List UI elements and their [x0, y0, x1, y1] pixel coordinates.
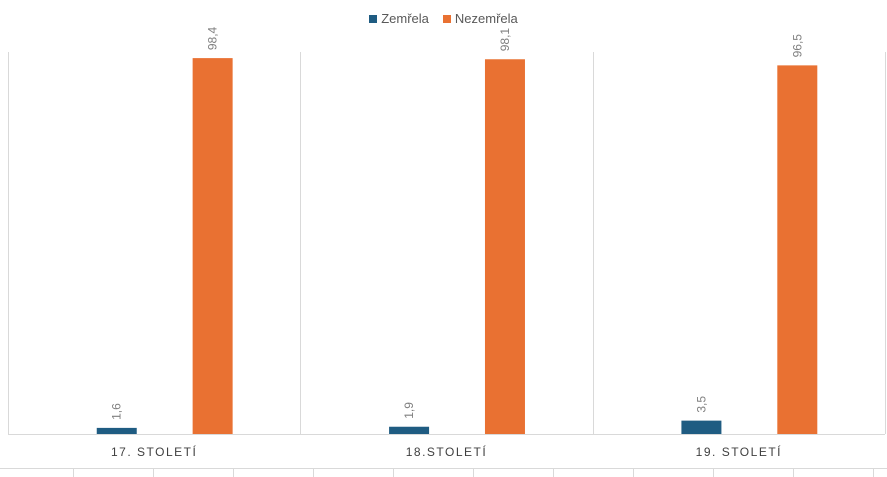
- data-label: 98,4: [206, 26, 220, 50]
- bar-zemřela-2: [681, 420, 722, 434]
- bar-zemřela-0: [96, 427, 137, 434]
- legend: Zemřela Nezemřela: [0, 11, 887, 26]
- data-label: 96,5: [790, 34, 804, 58]
- legend-label-zemrela: Zemřela: [381, 11, 429, 26]
- category-label: 19. STOLETÍ: [696, 444, 782, 459]
- data-label: 98,1: [498, 28, 512, 52]
- bar-nezemřela-0: [192, 58, 233, 434]
- data-label: 3,5: [694, 396, 708, 413]
- legend-swatch-zemrela: [369, 14, 378, 23]
- legend-item-zemrela: Zemřela: [369, 11, 429, 26]
- legend-item-nezemrela: Nezemřela: [442, 11, 518, 26]
- category-label: 17. STOLETÍ: [111, 444, 197, 459]
- data-label: 1,6: [110, 403, 124, 420]
- bar-nezemřela-2: [777, 65, 818, 435]
- data-label: 1,9: [402, 402, 416, 419]
- bar-nezemřela-1: [484, 59, 525, 435]
- legend-label-nezemrela: Nezemřela: [454, 11, 518, 26]
- legend-swatch-nezemrela: [442, 14, 451, 23]
- bar-zemřela-1: [389, 426, 430, 434]
- category-label: 18.STOLETÍ: [406, 444, 487, 459]
- bottom-grid-strip: [0, 468, 887, 477]
